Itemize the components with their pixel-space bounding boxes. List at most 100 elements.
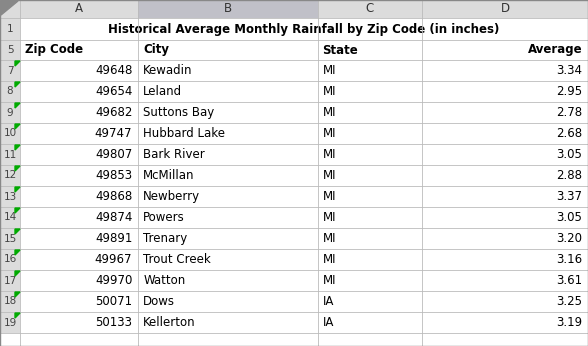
Text: 9: 9 — [6, 108, 14, 118]
Text: 10: 10 — [4, 128, 16, 138]
Bar — [20, 81, 138, 102]
Text: MI: MI — [323, 85, 336, 98]
Text: 3.16: 3.16 — [556, 253, 582, 266]
Bar — [318, 270, 422, 291]
Bar — [422, 144, 588, 165]
Bar — [0, 144, 20, 165]
Text: Dows: Dows — [143, 295, 175, 308]
Text: IA: IA — [323, 295, 334, 308]
Text: 50071: 50071 — [95, 295, 132, 308]
Text: MI: MI — [323, 232, 336, 245]
Text: 3.34: 3.34 — [556, 64, 582, 77]
Bar — [422, 249, 588, 270]
Polygon shape — [15, 250, 20, 255]
Bar — [20, 207, 138, 228]
Bar — [138, 270, 318, 291]
Text: MI: MI — [323, 211, 336, 224]
Bar — [138, 81, 318, 102]
Bar — [318, 207, 422, 228]
Text: 3.05: 3.05 — [556, 148, 582, 161]
Text: 3.61: 3.61 — [556, 274, 582, 287]
Text: 8: 8 — [6, 86, 14, 97]
Bar — [20, 0, 138, 18]
Bar — [0, 0, 20, 18]
Text: 49967: 49967 — [95, 253, 132, 266]
Polygon shape — [15, 166, 20, 171]
Bar — [20, 40, 138, 60]
Bar — [422, 312, 588, 333]
Bar — [138, 60, 318, 81]
Text: Watton: Watton — [143, 274, 186, 287]
Bar — [422, 165, 588, 186]
Bar — [20, 60, 138, 81]
Text: 2.78: 2.78 — [556, 106, 582, 119]
Text: 2.68: 2.68 — [556, 127, 582, 140]
Bar — [20, 18, 588, 40]
Bar — [318, 81, 422, 102]
Text: Suttons Bay: Suttons Bay — [143, 106, 215, 119]
Text: Bark River: Bark River — [143, 148, 205, 161]
Bar — [422, 40, 588, 60]
Text: MI: MI — [323, 274, 336, 287]
Bar — [318, 0, 422, 18]
Text: 49648: 49648 — [95, 64, 132, 77]
Bar — [318, 40, 422, 60]
Bar — [422, 102, 588, 123]
Bar — [318, 228, 422, 249]
Bar — [318, 249, 422, 270]
Text: 19: 19 — [4, 318, 16, 328]
Polygon shape — [15, 124, 20, 129]
Bar — [0, 270, 20, 291]
Text: 3.19: 3.19 — [556, 316, 582, 329]
Polygon shape — [15, 271, 20, 276]
Polygon shape — [15, 187, 20, 192]
Bar — [0, 291, 20, 312]
Bar — [20, 291, 138, 312]
Polygon shape — [15, 61, 20, 66]
Text: 3.37: 3.37 — [556, 190, 582, 203]
Bar — [138, 40, 318, 60]
Polygon shape — [15, 229, 20, 234]
Text: 5: 5 — [6, 45, 14, 55]
Bar — [20, 144, 138, 165]
Text: 7: 7 — [6, 65, 14, 75]
Bar — [138, 228, 318, 249]
Polygon shape — [1, 1, 18, 15]
Bar — [0, 81, 20, 102]
Polygon shape — [15, 313, 20, 318]
Bar — [318, 312, 422, 333]
Text: State: State — [323, 44, 358, 56]
Text: C: C — [366, 2, 374, 16]
Text: A: A — [75, 2, 83, 16]
Bar — [0, 102, 20, 123]
Text: D: D — [500, 2, 510, 16]
Text: 50133: 50133 — [95, 316, 132, 329]
Bar — [0, 312, 20, 333]
Bar — [138, 102, 318, 123]
Bar — [138, 312, 318, 333]
Text: 49682: 49682 — [95, 106, 132, 119]
Text: Zip Code: Zip Code — [25, 44, 83, 56]
Text: 49874: 49874 — [95, 211, 132, 224]
Text: 3.05: 3.05 — [556, 211, 582, 224]
Text: Leland: Leland — [143, 85, 182, 98]
Text: Historical Average Monthly Rainfall by Zip Code (in inches): Historical Average Monthly Rainfall by Z… — [108, 22, 500, 36]
Text: 13: 13 — [4, 191, 16, 201]
Text: IA: IA — [323, 316, 334, 329]
Text: Average: Average — [529, 44, 583, 56]
Bar — [318, 165, 422, 186]
Bar — [138, 186, 318, 207]
Bar — [422, 123, 588, 144]
Text: Powers: Powers — [143, 211, 185, 224]
Bar — [138, 207, 318, 228]
Text: 1: 1 — [6, 24, 14, 34]
Bar — [20, 228, 138, 249]
Text: 12: 12 — [4, 171, 16, 181]
Bar — [0, 228, 20, 249]
Polygon shape — [15, 145, 20, 150]
Bar — [138, 144, 318, 165]
Text: MI: MI — [323, 169, 336, 182]
Text: 3.20: 3.20 — [556, 232, 582, 245]
Bar — [318, 60, 422, 81]
Text: 49891: 49891 — [95, 232, 132, 245]
